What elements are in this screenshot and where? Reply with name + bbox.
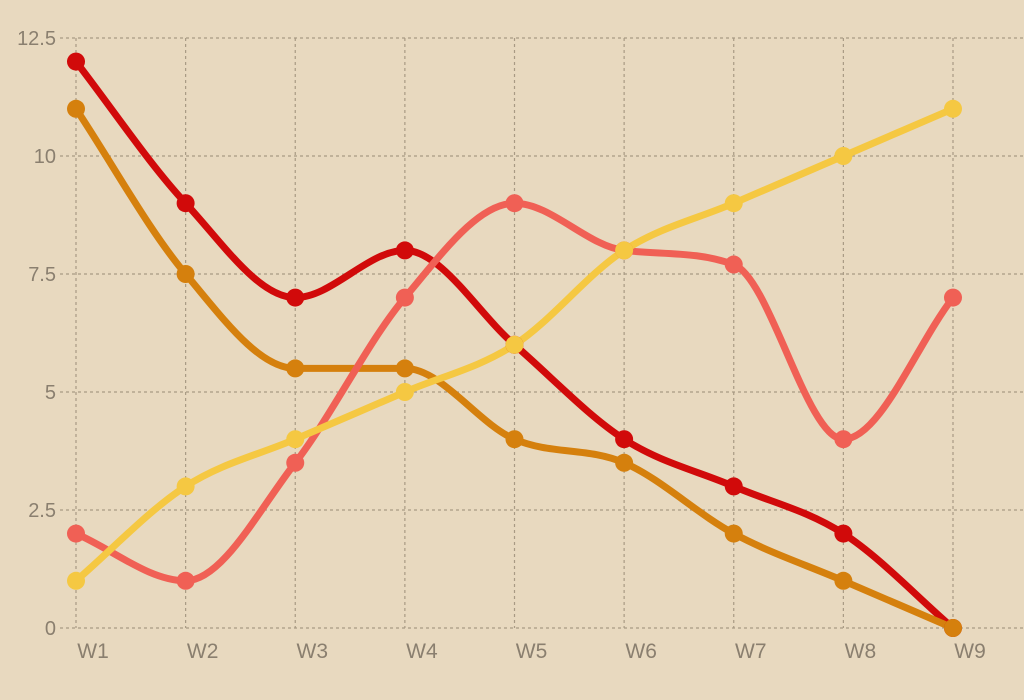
data-point-series-2 <box>176 265 195 283</box>
x-tick-label: W8 <box>845 640 877 663</box>
x-tick-label: W9 <box>954 640 986 663</box>
data-point-series-1 <box>286 288 305 307</box>
y-tick-label: 12.5 <box>17 28 56 50</box>
data-point-series-2 <box>67 99 85 118</box>
data-point-series-4 <box>615 241 634 260</box>
y-tick-label: 7.5 <box>28 264 56 286</box>
x-tick-label: W1 <box>77 640 109 663</box>
data-point-series-4 <box>286 430 305 449</box>
y-tick-label: 0 <box>45 618 56 640</box>
grid <box>60 37 1024 629</box>
y-axis-ticks: 0 2.5 5 7.5 10 12.5 <box>17 28 56 640</box>
data-point-series-4 <box>176 477 195 496</box>
data-point-series-2 <box>944 619 962 637</box>
data-points <box>67 52 962 637</box>
data-point-series-4 <box>724 194 743 213</box>
data-point-series-3 <box>176 571 195 590</box>
data-point-series-1 <box>176 194 195 213</box>
data-point-series-3 <box>724 255 743 274</box>
data-point-series-1 <box>67 52 85 71</box>
data-point-series-1 <box>615 430 634 449</box>
x-axis-ticks: W1 W2 W3 W4 W5 W6 W7 W8 W9 <box>77 640 986 663</box>
x-tick-label: W6 <box>625 640 657 663</box>
data-point-series-4 <box>67 571 85 590</box>
data-point-series-4 <box>395 383 414 401</box>
y-tick-label: 10 <box>34 146 56 168</box>
data-point-series-2 <box>834 571 853 590</box>
data-point-series-3 <box>944 288 962 307</box>
data-point-series-1 <box>724 477 743 496</box>
data-point-series-4 <box>505 335 524 354</box>
data-point-series-1 <box>834 524 853 543</box>
data-point-series-3 <box>834 430 853 449</box>
x-tick-label: W5 <box>516 640 548 663</box>
data-point-series-4 <box>944 99 962 118</box>
x-tick-label: W3 <box>297 640 329 663</box>
x-tick-label: W4 <box>406 640 438 663</box>
data-point-series-3 <box>395 288 414 307</box>
x-tick-label: W2 <box>187 640 219 663</box>
data-point-series-2 <box>615 453 634 472</box>
data-point-series-2 <box>286 359 305 378</box>
data-point-series-1 <box>395 241 414 260</box>
data-point-series-2 <box>395 359 414 378</box>
x-tick-label: W7 <box>735 640 767 663</box>
data-point-series-2 <box>724 524 743 543</box>
y-tick-label: 2.5 <box>28 500 56 522</box>
data-point-series-3 <box>505 194 524 213</box>
series-line-1 <box>72 58 957 632</box>
data-point-series-4 <box>834 147 853 165</box>
data-point-series-3 <box>286 453 305 472</box>
data-point-series-2 <box>505 430 524 449</box>
y-tick-label: 5 <box>45 382 56 404</box>
data-point-series-3 <box>67 524 85 543</box>
